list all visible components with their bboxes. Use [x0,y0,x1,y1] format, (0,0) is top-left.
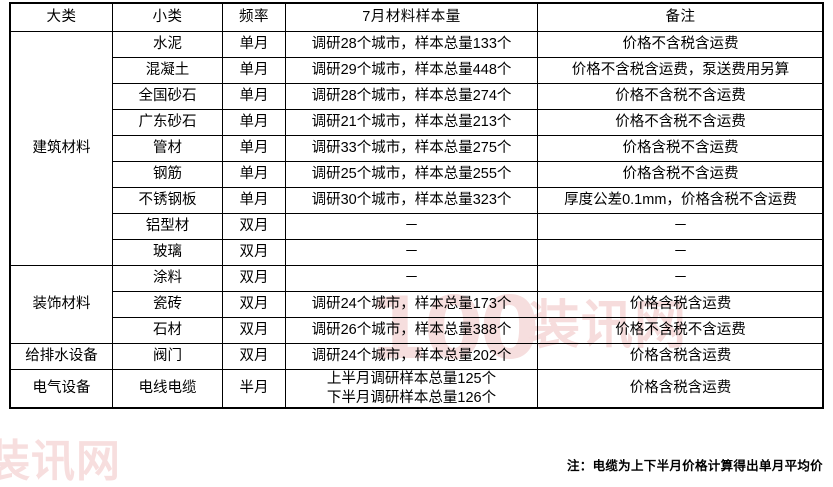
table-row: 混凝土 单月 调研29个城市，样本总量448个 价格不含税含运费，泵送费用另算 [11,57,824,84]
cell-sample-volume[interactable]: 调研24个城市，样本总量202个 [285,343,538,370]
cell-frequency[interactable]: 双月 [222,317,286,344]
cell-remark[interactable]: 价格不含税含运费 [537,31,824,58]
cell-frequency[interactable]: 单月 [222,109,286,136]
table-footnote: 注：电缆为上下半月价格计算得出单月平均价 [566,459,823,473]
material-sample-table-wrapper: 大类 小类 频率 7月材料样本量 备注 建筑材料 水泥 单月 调研28个城市，样本总量… [9,2,824,409]
table-row: 玻璃 双月－－ [11,239,824,266]
table-row: 石材 双月 调研26个城市，样本总量388个 价格不含税不含运费 [11,317,824,344]
cell-sample-volume[interactable]: 调研26个城市，样本总量388个 [285,317,538,344]
table-row: 瓷砖 双月 调研24个城市，样本总量173个 价格含税含运费 [11,291,824,318]
column-header-remark[interactable]: 备注 [537,3,824,32]
cell-sample-volume[interactable]: 上半月调研样本总量125个 下半月调研样本总量126个 [285,369,538,408]
cell-sample-volume[interactable]: 调研28个城市，样本总量133个 [285,31,538,58]
cell-sample-volume[interactable]: － [285,265,538,292]
column-header-subcategory[interactable]: 小类 [112,3,223,32]
table-row: 不锈钢板 单月 调研30个城市，样本总量323个 厚度公差0.1mm，价格含税不含运费 [11,187,824,214]
cell-sample-volume[interactable]: 调研33个城市，样本总量275个 [285,135,538,162]
cell-frequency[interactable]: 双月 [222,239,286,266]
cell-frequency[interactable]: 半月 [222,369,286,408]
cell-subcategory[interactable]: 阀门 [112,343,223,370]
table-row: 电气设备 电线电缆 半月 上半月调研样本总量125个 下半月调研样本总量126个 价格含税… [10,369,824,408]
cell-subcategory[interactable]: 不锈钢板 [112,187,223,214]
cell-sample-volume[interactable]: 调研21个城市，样本总量213个 [285,109,538,136]
cell-frequency[interactable]: 单月 [222,57,286,84]
cell-frequency[interactable]: 单月 [222,187,286,214]
cell-frequency[interactable]: 单月 [222,83,286,110]
table-row: 建筑材料 水泥 单月 调研28个城市，样本总量133个 价格不含税含运费 [10,31,824,266]
table-row: 装饰材料 涂料 双月－－ [10,265,824,344]
cell-remark[interactable]: 价格含税含运费 [537,369,824,408]
cell-frequency[interactable]: 单月 [222,31,286,58]
cell-remark[interactable]: － [537,239,824,266]
cell-sample-volume[interactable]: 调研28个城市，样本总量274个 [285,83,538,110]
cell-subcategory[interactable]: 电线电缆 [112,369,223,408]
cell-remark[interactable]: 价格含税不含运费 [537,135,824,162]
table-header: 大类 小类 频率 7月材料样本量 备注 [10,3,824,32]
cell-sample-volume[interactable]: 调研30个城市，样本总量323个 [285,187,538,214]
cell-subcategory[interactable]: 瓷砖 [112,291,223,318]
cell-remark[interactable]: － [537,265,824,292]
spreadsheet-canvas: 100 装讯网 装讯网 大类 小类 频率 7月材料样本量 备注 建筑材料 水泥 单月 [0,2,824,484]
cell-category[interactable]: 电气设备 [10,369,113,408]
cell-frequency[interactable]: 双月 [222,213,286,240]
cell-remark[interactable]: 厚度公差0.1mm，价格含税不含运费 [537,187,824,214]
cell-frequency[interactable]: 双月 [222,265,286,292]
cell-sample-volume[interactable]: 调研25个城市，样本总量255个 [285,161,538,188]
cell-category[interactable]: 装饰材料 [10,265,113,344]
column-header-category[interactable]: 大类 [10,3,113,32]
column-header-frequency[interactable]: 频率 [222,3,286,32]
cell-subcategory[interactable]: 广东砂石 [112,109,223,136]
table-row: 给排水设备 阀门 双月 调研24个城市，样本总量202个 价格含税含运费 [10,343,824,370]
table-body: 建筑材料 水泥 单月 调研28个城市，样本总量133个 价格不含税含运费 混凝土 单月 调研2… [10,31,824,408]
cell-subcategory[interactable]: 石材 [112,317,223,344]
cell-frequency[interactable]: 单月 [222,161,286,188]
table-row: 铝型材 双月－－ [11,213,824,240]
column-header-sample-volume[interactable]: 7月材料样本量 [285,3,538,32]
cell-frequency[interactable]: 单月 [222,135,286,162]
cell-category[interactable]: 建筑材料 [10,31,113,266]
cell-sample-volume[interactable]: － [285,213,538,240]
material-sample-table: 大类 小类 频率 7月材料样本量 备注 建筑材料 水泥 单月 调研28个城市，样本总量… [10,3,824,408]
cell-remark[interactable]: 价格不含税不含运费 [537,83,824,110]
cell-remark[interactable]: 价格不含税不含运费 [537,109,824,136]
cell-subcategory[interactable]: 管材 [112,135,223,162]
cell-subcategory[interactable]: 涂料 [112,265,223,292]
table-header-row: 大类 小类 频率 7月材料样本量 备注 [10,3,824,32]
cell-remark[interactable]: 价格含税不含运费 [537,161,824,188]
cell-remark[interactable]: 价格含税含运费 [537,291,824,318]
cell-remark[interactable]: 价格不含税含运费，泵送费用另算 [537,57,824,84]
cell-category[interactable]: 给排水设备 [10,343,113,370]
cell-sample-volume[interactable]: 调研29个城市，样本总量448个 [285,57,538,84]
cell-frequency[interactable]: 双月 [222,343,286,370]
table-row: 管材 单月 调研33个城市，样本总量275个 价格含税不含运费 [11,135,824,162]
table-row: 全国砂石 单月 调研28个城市，样本总量274个 价格不含税不含运费 [11,83,824,110]
cell-sample-volume[interactable]: 调研24个城市，样本总量173个 [285,291,538,318]
table-row: 钢筋 单月 调研25个城市，样本总量255个 价格含税不含运费 [11,161,824,188]
cell-subcategory[interactable]: 钢筋 [112,161,223,188]
cell-remark[interactable]: 价格不含税不含运费 [537,317,824,344]
cell-subcategory[interactable]: 混凝土 [112,57,223,84]
cell-subcategory[interactable]: 水泥 [112,31,223,58]
cell-subcategory[interactable]: 全国砂石 [112,83,223,110]
cell-remark[interactable]: 价格含税含运费 [537,343,824,370]
cell-sample-volume[interactable]: － [285,239,538,266]
table-row: 广东砂石 单月 调研21个城市，样本总量213个 价格不含税不含运费 [11,109,824,136]
cell-frequency[interactable]: 双月 [222,291,286,318]
watermark-text-corner: 装讯网 [0,436,121,487]
cell-subcategory[interactable]: 铝型材 [112,213,223,240]
cell-remark[interactable]: － [537,213,824,240]
cell-subcategory[interactable]: 玻璃 [112,239,223,266]
